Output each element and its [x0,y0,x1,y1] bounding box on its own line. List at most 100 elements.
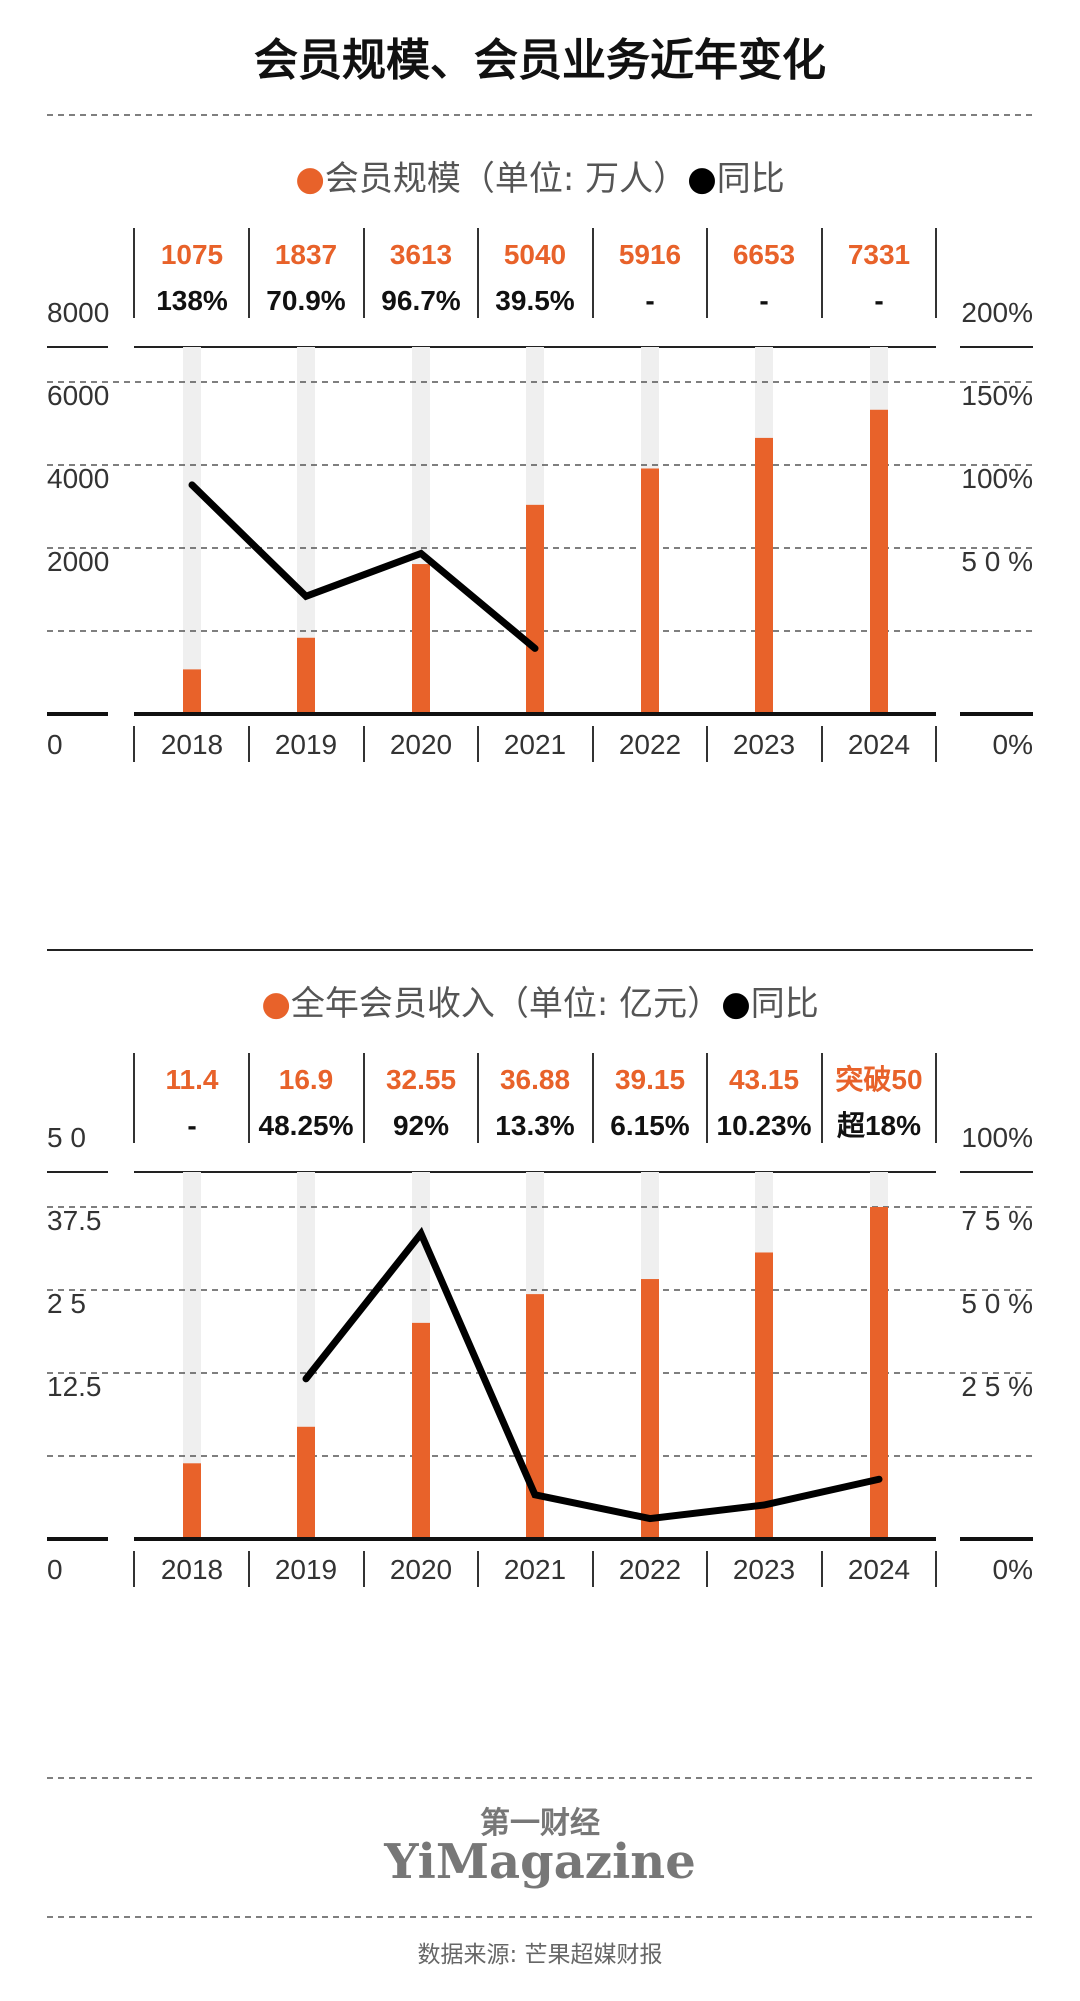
header-value-label: 7331 [848,239,910,270]
legend-line-label: 同比 [751,984,819,1024]
header-yoy-label: 13.3% [495,1110,574,1141]
header-value-label: 39.15 [615,1064,685,1095]
page-title: 会员规模、会员业务近年变化 [254,35,826,86]
left-tick-label: 5 0 [47,1122,86,1153]
legend-bar-label: 会员规模（单位: 万人） [325,159,687,199]
right-tick-label: 150% [961,380,1033,411]
header-value-label: 5040 [504,239,566,270]
header-yoy-label: - [759,285,768,316]
brand-cn-logo: 第一财经 [480,1806,600,1841]
x-tick-label: 2022 [619,1554,681,1585]
membership-scale-chart: ●会员规模（单位: 万人）●同比1075138%183770.9%361396.… [47,159,1033,762]
right-tick-label: 200% [961,297,1033,328]
left-tick-label: 0 [47,1554,63,1585]
left-tick-label: 12.5 [47,1371,102,1402]
bar [755,1252,773,1539]
header-value-label: 36.88 [500,1064,570,1095]
x-tick-label: 2021 [504,1554,566,1585]
legend-bar-marker: ● [295,159,325,199]
legend-text: ●全年会员收入（单位: 亿元）●同比 [261,984,819,1024]
right-tick-label: 0% [993,1554,1033,1585]
bar [755,437,773,714]
yoy-line [188,481,539,652]
x-tick-label: 2019 [275,1554,337,1585]
header-yoy-label: 6.15% [610,1110,689,1141]
brand-en-logo: YiMagazine [383,1834,695,1890]
header-value-label: 32.55 [386,1064,456,1095]
left-tick-label: 37.5 [47,1205,102,1236]
header-yoy-label: 70.9% [266,285,345,316]
header-yoy-label: - [645,285,654,316]
legend-bar-label: 全年会员收入（单位: 亿元） [291,984,721,1024]
bar [870,1207,888,1539]
bar-track [183,1172,201,1539]
legend: ●全年会员收入（单位: 亿元）●同比 [261,984,819,1024]
x-tick-label: 2018 [161,1554,223,1585]
header-value-label: 1837 [275,239,337,270]
legend-line-marker: ● [721,984,751,1024]
bar [412,564,430,714]
right-tick-label: 5 0 % [961,546,1033,577]
header-value-label: 43.15 [729,1064,799,1095]
legend-line-label: 同比 [717,159,785,199]
x-tick-label: 2023 [733,729,795,760]
bar [297,1426,315,1539]
x-tick-label: 2021 [504,729,566,760]
legend-line-marker: ● [687,159,717,199]
left-tick-label: 2000 [47,546,109,577]
bar [870,409,888,714]
x-tick-label: 2019 [275,729,337,760]
header-yoy-label: 39.5% [495,285,574,316]
header-yoy-label: - [874,285,883,316]
right-tick-label: 7 5 % [961,1205,1033,1236]
header-yoy-label: 92% [393,1110,449,1141]
bar [526,1294,544,1539]
left-tick-label: 4000 [47,463,109,494]
bar [183,669,201,714]
bar [526,504,544,714]
header-value-label: 11.4 [166,1064,219,1095]
header-value-label: 6653 [733,239,795,270]
bar [641,468,659,714]
header-value-label: 3613 [390,239,452,270]
header-value-label: 5916 [619,239,681,270]
header-yoy-label: - [187,1110,196,1141]
header-value-label: 1075 [161,239,223,270]
legend-text: ●会员规模（单位: 万人）●同比 [295,159,785,199]
x-tick-label: 2024 [848,729,910,760]
left-tick-label: 0 [47,729,63,760]
right-tick-label: 100% [961,1122,1033,1153]
x-tick-label: 2020 [390,729,452,760]
bar [412,1322,430,1539]
right-tick-label: 5 0 % [961,1288,1033,1319]
bar-track [297,347,315,714]
header-value-label: 16.9 [279,1064,334,1095]
x-tick-label: 2024 [848,1554,910,1585]
header-yoy-label: 超18% [837,1110,921,1141]
header-yoy-label: 10.23% [717,1110,812,1141]
bar [183,1463,201,1539]
bar [297,637,315,714]
header-yoy-label: 138% [156,285,228,316]
membership-revenue-chart: ●全年会员收入（单位: 亿元）●同比11.4-16.948.25%32.5592… [47,984,1033,1587]
bar [641,1279,659,1539]
yoy-line [302,1226,883,1523]
right-tick-label: 100% [961,463,1033,494]
left-tick-label: 2 5 [47,1288,86,1319]
right-tick-label: 2 5 % [961,1371,1033,1402]
header-yoy-label: 96.7% [381,285,460,316]
legend: ●会员规模（单位: 万人）●同比 [295,159,785,199]
header-value-label: 突破50 [835,1063,922,1095]
left-tick-label: 8000 [47,297,109,328]
x-tick-label: 2018 [161,729,223,760]
bar-track [183,347,201,714]
header-yoy-label: 48.25% [259,1110,354,1141]
x-tick-label: 2022 [619,729,681,760]
left-tick-label: 6000 [47,380,109,411]
right-tick-label: 0% [993,729,1033,760]
legend-bar-marker: ● [261,984,291,1024]
source-note: 数据来源: 芒果超媒财报 [417,1942,662,1968]
x-tick-label: 2020 [390,1554,452,1585]
x-tick-label: 2023 [733,1554,795,1585]
